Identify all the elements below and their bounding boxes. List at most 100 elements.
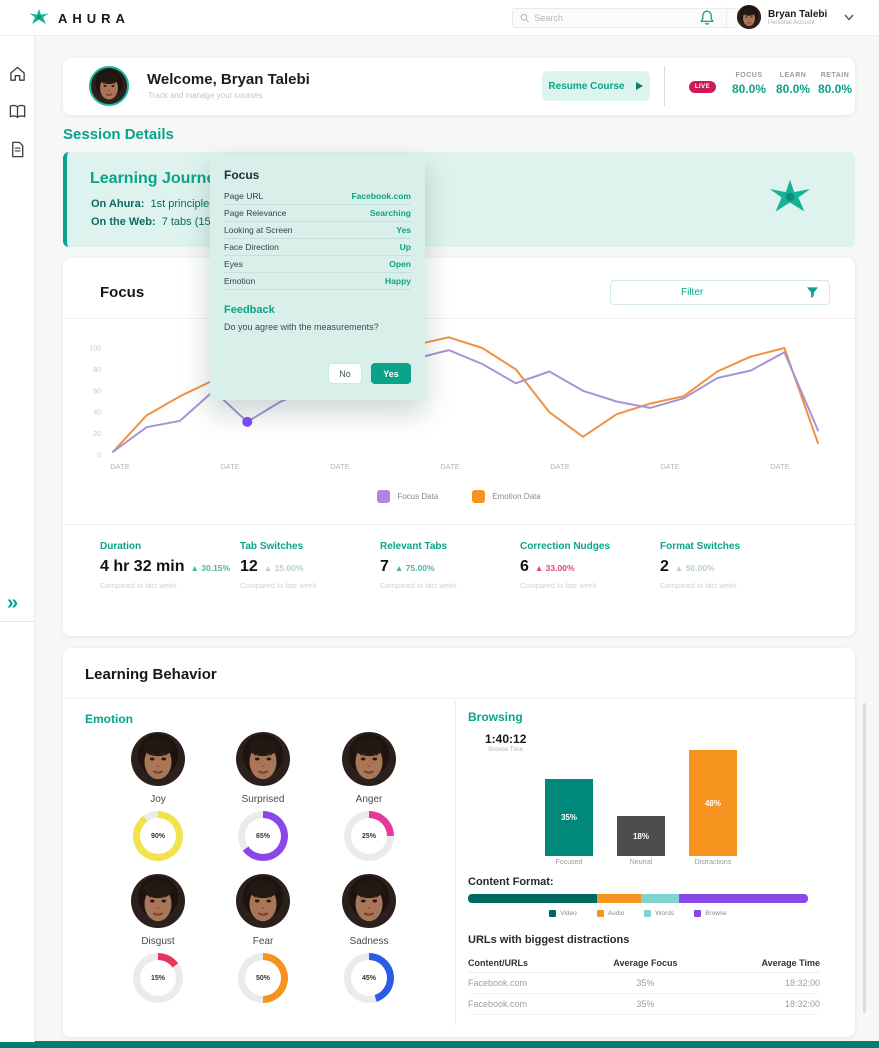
- phoenix-logo-icon: [29, 8, 49, 24]
- row-label: Emotion: [224, 276, 256, 286]
- table-header-row: Content/URLs Average Focus Average Time: [468, 954, 820, 973]
- stat-label: Tab Switches: [240, 541, 304, 552]
- emotion-surprised: Surprised: [218, 732, 308, 805]
- stat-value: 4 hr 32 min: [100, 558, 185, 575]
- emotion-name: Anger: [355, 794, 383, 805]
- chevron-down-icon[interactable]: [844, 14, 854, 21]
- cell-focus: 35%: [583, 972, 708, 994]
- legend-item-audio: Audio: [596, 910, 624, 917]
- emotion-joy: Joy: [113, 732, 203, 805]
- user-menu[interactable]: Bryan Talebi Personal Account: [737, 5, 854, 29]
- stat-correction-nudges: Correction Nudges 6 ▲ 33.00% Compared to…: [520, 541, 660, 590]
- emotion-legend-swatch: [472, 490, 486, 503]
- donut-value: 25%: [361, 832, 376, 840]
- popup-row-page-url: Page URL Facebook.com: [224, 188, 411, 205]
- legend-item-browse: Browse: [694, 910, 727, 917]
- welcome-divider: [664, 66, 665, 106]
- sadness-face-photo: [342, 874, 396, 928]
- metric-value: 80.0%: [817, 82, 853, 96]
- stat-note: Compared to last week: [380, 581, 457, 590]
- content-format-legend: Video Audio Words Browse: [468, 910, 808, 917]
- stat-delta: ▲ 50.00%: [674, 563, 715, 573]
- browse-time-value: 1:40:12: [485, 732, 527, 746]
- journey-line-value: 1st principles P: [150, 198, 226, 210]
- metric-retain: RETAIN 80.0%: [812, 72, 858, 96]
- donut-value: 15%: [150, 974, 165, 982]
- sidebar-nav: »: [0, 36, 35, 1042]
- filter-dropdown[interactable]: Filter: [610, 280, 830, 305]
- svg-text:DATE: DATE: [220, 462, 239, 471]
- donut-value: 65%: [255, 832, 270, 840]
- focus-legend-swatch: [377, 490, 391, 503]
- row-value: Happy: [385, 276, 411, 286]
- svg-text:DATE: DATE: [660, 462, 679, 471]
- svg-text:DATE: DATE: [110, 462, 129, 471]
- emotion-disgust: Disgust: [113, 874, 203, 947]
- search-input[interactable]: [534, 13, 730, 23]
- legend-item-video: Video: [549, 910, 577, 917]
- feedback-title: Feedback: [224, 304, 275, 316]
- home-icon[interactable]: [8, 64, 27, 83]
- focused-bar: 35%: [545, 779, 593, 856]
- focus-line-chart: 100 80 60 40 20 0 DATE DATE DATE DATE DATE DATE DAT…: [83, 328, 835, 476]
- legend-item-focus: Focus Data: [377, 490, 438, 503]
- browse-swatch: [694, 910, 702, 917]
- learning-behavior-card: Learning Behavior Emotion Joy Surprised …: [63, 648, 866, 1037]
- chart-legend: Focus Data Emotion Data: [63, 490, 855, 503]
- svg-text:20: 20: [93, 431, 101, 438]
- stat-label: Correction Nudges: [520, 541, 611, 552]
- surprised-donut-chart: 65%: [218, 811, 308, 866]
- focus-chart-card: Focus Filter 100 80 60 40 20 0 DATE DATE DATE DA…: [63, 258, 855, 636]
- focus-card-title: Focus: [100, 284, 145, 301]
- global-search[interactable]: [512, 8, 738, 28]
- card-scrollbar[interactable]: [863, 703, 866, 1013]
- bar-label: Distractions: [694, 859, 732, 866]
- emotion-fear: Fear: [218, 874, 308, 947]
- content-format-stacked-bar: [468, 894, 808, 903]
- emotion-anger: Anger: [324, 732, 414, 805]
- welcome-subtitle: Track and manage your courses: [148, 91, 263, 100]
- focus-data-marker-dot: [242, 416, 253, 427]
- notification-bell-icon[interactable]: [697, 8, 717, 28]
- feedback-no-button[interactable]: No: [328, 363, 362, 384]
- cell-url: Facebook.com: [468, 993, 584, 1015]
- reports-document-icon[interactable]: [8, 140, 27, 159]
- emotion-name: Fear: [252, 936, 274, 947]
- svg-text:100: 100: [89, 346, 101, 353]
- session-details-heading: Session Details: [63, 126, 174, 143]
- browse-segment: [678, 894, 808, 903]
- emotion-name: Disgust: [141, 936, 175, 947]
- emotion-name: Joy: [150, 794, 166, 805]
- emotion-name: Surprised: [241, 794, 285, 805]
- col-average-focus: Average Focus: [583, 954, 708, 973]
- stat-value: 2: [660, 558, 669, 575]
- stat-tab-switches: Tab Switches 12 ▲ 15.00% Compared to las…: [240, 541, 380, 590]
- cell-url: Facebook.com: [468, 972, 584, 994]
- content-format-label: Content Format:: [468, 876, 554, 888]
- sadness-donut-chart: 45%: [324, 953, 414, 1008]
- row-value: Yes: [396, 225, 411, 235]
- sidebar-expand-icon[interactable]: »: [7, 592, 19, 614]
- brand-logo: AHURA: [28, 7, 130, 29]
- stat-delta: ▲ 15.00%: [263, 563, 304, 573]
- funnel-filter-icon: [806, 287, 819, 299]
- session-stats-row: Duration 4 hr 32 min ▲ 30.15% Compared t…: [100, 541, 800, 590]
- cell-focus: 35%: [583, 993, 708, 1015]
- svg-text:DATE: DATE: [550, 462, 569, 471]
- stat-note: Compared to last week: [240, 581, 317, 590]
- bar-value: 48%: [704, 798, 721, 808]
- video-swatch: [549, 910, 557, 917]
- disgust-donut-chart: 15%: [113, 953, 203, 1008]
- surprised-face-photo: [236, 732, 290, 786]
- browsing-heading: Browsing: [468, 710, 523, 724]
- resume-course-button[interactable]: Resume Course: [542, 71, 650, 101]
- feedback-yes-button[interactable]: Yes: [371, 363, 411, 384]
- metric-label: FOCUS: [735, 72, 763, 79]
- urls-distractions-heading: URLs with biggest distractions: [468, 934, 630, 946]
- emotion-name: Sadness: [349, 936, 389, 947]
- popup-row-looking: Looking at Screen Yes: [224, 222, 411, 239]
- table-row: Facebook.com 35% 18:32:00: [468, 993, 820, 1015]
- courses-book-icon[interactable]: [8, 102, 27, 121]
- welcome-title: Welcome, Bryan Talebi: [147, 71, 310, 88]
- cell-time: 18:32:00: [707, 972, 820, 994]
